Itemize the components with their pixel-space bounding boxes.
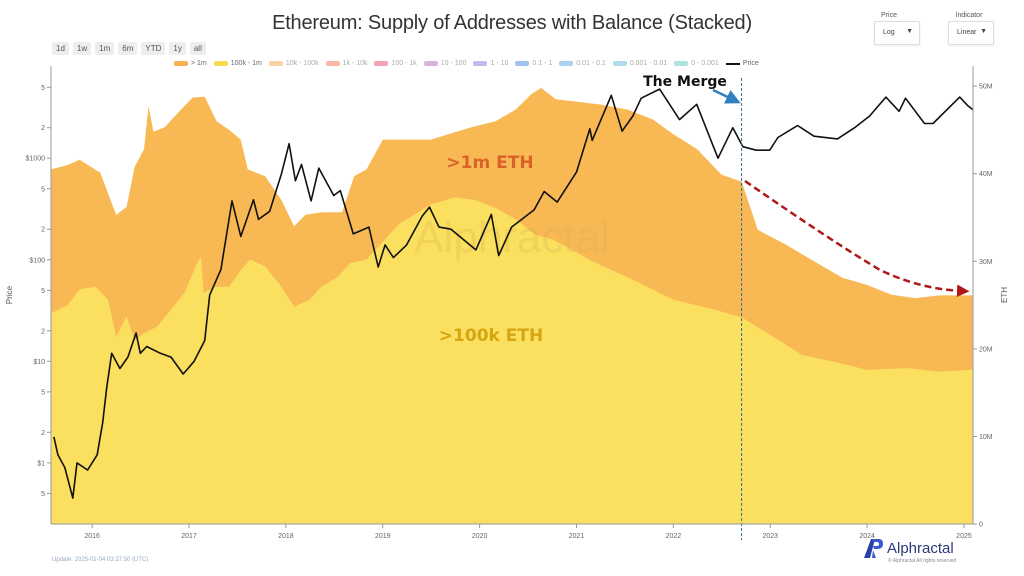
legend-label: 1k - 10k [342,60,368,67]
legend-item[interactable]: 0.1 - 1 [515,60,552,67]
legend-label: 1 - 10 [490,60,509,67]
left-tick-label: $100 [29,257,45,264]
price-line [53,88,974,499]
range-button-1d[interactable]: 1d [52,42,69,55]
merge-arrow [712,88,741,104]
logo-text: Alphractal [887,539,954,557]
x-tick-label: 2022 [666,533,682,540]
x-tick-label: 2023 [762,533,778,540]
legend-label: 10k - 100k [285,60,319,67]
left-tick-label: 2 [41,125,45,132]
watermark: Alphractal [414,213,610,262]
x-tick-label: 2024 [859,533,875,540]
dropdown-arrow-icon: ▼ [980,28,987,35]
legend-swatch [325,61,340,66]
legend-item[interactable]: > 1m [174,60,207,67]
range-button-all[interactable]: all [189,42,206,55]
legend-item[interactable]: 10 - 100 [423,60,467,67]
legend-item[interactable]: 1k - 10k [325,60,368,67]
legend-label: 0.01 - 0.1 [576,60,606,67]
left-tick-label: 2 [41,430,45,437]
legend-label: 10 - 100 [440,60,467,67]
left-tick-label: $10 [33,359,45,366]
left-tick-label: 5 [41,491,45,498]
x-tick-label: 2016 [84,533,100,540]
price-scale-select[interactable]: Log ▼ [874,21,920,45]
update-timestamp: Update: 2025-02-04 03:37:50 (UTC) [52,557,149,563]
price-scale-label: Price [881,12,897,19]
right-tick-label: 30M [979,259,993,266]
range-button-1w[interactable]: 1w [72,42,92,55]
left-tick-label: 5 [41,186,45,193]
right-tick-label: 10M [979,434,993,441]
right-tick-label: 50M [979,84,993,91]
x-tick-label: 2017 [181,533,197,540]
left-tick-label: 5 [41,288,45,295]
right-axis-title: ETH [1000,287,1009,303]
range-button-6m[interactable]: 6m [118,42,138,55]
x-tick-label: 2025 [956,533,972,540]
indicator-scale-value: Linear [957,29,977,36]
legend-swatch [213,61,228,66]
range-selector: 1d 1w 1m 6m YTD 1y all [52,42,206,55]
left-tick-label: $1 [37,460,45,467]
indicator-scale-select[interactable]: Linear ▼ [948,21,994,45]
legend-swatch [268,61,283,66]
left-tick-label: 5 [41,85,45,92]
legend-label: 100k - 1m [230,60,262,67]
range-button-1y[interactable]: 1y [169,42,186,55]
price-scale-value: Log [883,29,895,36]
legend-item[interactable]: 0.001 - 0.01 [612,60,668,67]
legend-label: 100 - 1k [391,60,417,67]
decline-trend-arrow [744,179,970,298]
chart-title: Ethereum: Supply of Addresses with Balan… [272,12,752,34]
legend-item[interactable]: 1 - 10 [473,60,508,67]
legend-item[interactable]: 0 - 0.001 [674,60,719,67]
left-tick-label: 5 [41,389,45,396]
legend-label: > 1m [191,60,207,67]
legend-swatch [674,61,689,66]
label-gt1m: >1m ETH [446,153,533,173]
legend-item[interactable]: Price [725,60,759,67]
legend-label: 0 - 0.001 [691,60,719,67]
legend-swatch [515,61,530,66]
x-tick-label: 2021 [569,533,585,540]
legend: > 1m 100k - 1m 10k - 100k 1k - 10k 100 - 1k 1… [174,60,759,67]
area-100k-1m [51,197,973,524]
legend-item[interactable]: 10k - 100k [268,60,319,67]
legend-swatch [423,61,438,66]
x-tick-label: 2019 [375,533,391,540]
legend-label: 0.1 - 1 [532,60,553,67]
legend-line-swatch [725,62,740,65]
legend-item[interactable]: 100 - 1k [374,60,417,67]
legend-item[interactable]: 0.01 - 0.1 [559,60,606,67]
right-tick-label: 40M [979,171,993,178]
legend-label: 0.001 - 0.01 [629,60,668,67]
range-button-1m[interactable]: 1m [95,42,115,55]
legend-item[interactable]: 100k - 1m [213,60,262,67]
left-tick-label: 2 [41,328,45,335]
right-tick-label: 0 [979,522,983,529]
legend-swatch [473,61,488,66]
copyright: © Alphractal All rights reserved [888,558,957,564]
legend-swatch [559,61,574,66]
dropdown-arrow-icon: ▼ [906,28,913,35]
legend-swatch [374,61,389,66]
range-button-ytd[interactable]: YTD [141,42,166,55]
indicator-scale-label: Indicator [955,12,983,19]
legend-swatch [612,61,627,66]
left-axis-title: Price [5,285,14,304]
left-tick-label: 2 [41,227,45,234]
alphractal-logo: Alphractal [862,537,954,559]
legend-swatch [174,61,188,66]
merge-label: The Merge [643,74,727,90]
label-gt100k: >100k ETH [439,326,543,346]
alphractal-logo-icon [864,539,883,558]
left-tick-label: $1000 [26,156,46,163]
x-tick-label: 2020 [472,533,488,540]
x-tick-label: 2018 [278,533,294,540]
legend-label: Price [742,60,759,67]
right-tick-label: 20M [979,346,993,353]
